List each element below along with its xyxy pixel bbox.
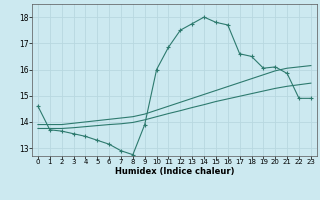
X-axis label: Humidex (Indice chaleur): Humidex (Indice chaleur) — [115, 167, 234, 176]
